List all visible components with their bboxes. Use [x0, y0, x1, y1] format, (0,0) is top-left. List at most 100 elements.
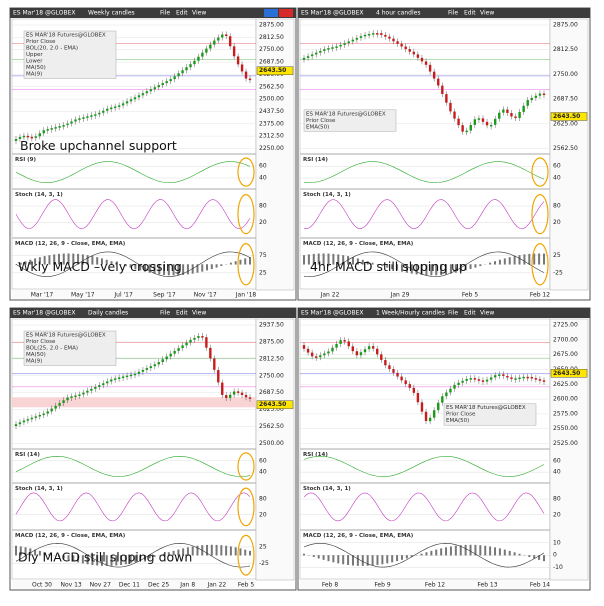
candle — [538, 379, 542, 381]
candle — [113, 106, 117, 109]
macd-histogram — [366, 555, 369, 566]
x-label: Feb 9 — [374, 582, 391, 589]
candle — [62, 125, 65, 127]
macd-label: MACD (12, 26, 9 - Close, EMA, EMA) — [15, 241, 126, 247]
price-tick: 2875.00 — [553, 22, 578, 29]
macd-histogram — [459, 545, 462, 556]
highlight-circle — [531, 194, 549, 235]
macd-histogram — [445, 547, 448, 556]
candle — [489, 124, 493, 127]
candle — [248, 78, 252, 81]
buy-button[interactable] — [264, 9, 278, 17]
candle — [70, 396, 73, 398]
pane — [11, 483, 257, 530]
macd-histogram — [498, 548, 501, 556]
candle — [302, 57, 306, 60]
menu: View — [192, 310, 206, 317]
x-label: Dec 25 — [148, 582, 169, 589]
timeframe: Weekly candles — [88, 10, 135, 17]
price-tick: 2575.00 — [553, 410, 578, 417]
candle — [78, 394, 81, 396]
macd-histogram — [220, 545, 223, 556]
macd-histogram — [148, 264, 151, 273]
candle — [18, 422, 22, 425]
candle — [453, 384, 456, 389]
macd-histogram — [239, 259, 242, 265]
candle — [498, 374, 501, 376]
candle — [408, 384, 411, 388]
candle — [141, 369, 145, 372]
macd-histogram — [239, 548, 242, 556]
rsi-line — [303, 161, 545, 184]
candle — [363, 349, 367, 353]
rsi-tick: 40 — [553, 469, 561, 476]
stoch-tick: 20 — [553, 511, 561, 518]
price-tick: 2675.00 — [553, 351, 578, 358]
pane — [11, 530, 257, 580]
candle — [310, 352, 314, 357]
macd-histogram — [67, 555, 70, 560]
candle — [14, 424, 18, 427]
price-tick: 2562.50 — [259, 83, 284, 90]
macd-histogram — [342, 555, 345, 565]
macd-histogram — [322, 253, 325, 265]
macd-histogram — [415, 264, 418, 275]
last-price-box — [550, 112, 588, 121]
macd-histogram — [167, 264, 170, 276]
macd-histogram — [182, 264, 185, 275]
macd-histogram — [100, 258, 103, 265]
candle — [534, 95, 538, 98]
macd-tick: 10 — [553, 539, 561, 546]
candle — [416, 392, 420, 403]
price-tick: 2687.50 — [553, 96, 578, 103]
rsi-tick: 40 — [259, 469, 267, 476]
rsi-line — [303, 456, 545, 477]
rsi-tick: 60 — [553, 163, 561, 170]
candle — [185, 342, 188, 346]
x-label: Sep '17 — [153, 292, 176, 299]
macd-histogram — [153, 264, 156, 274]
macd-histogram — [120, 555, 123, 565]
candle — [449, 102, 452, 112]
macd-histogram — [62, 555, 65, 559]
candle — [46, 411, 49, 414]
macd-histogram — [332, 253, 335, 265]
x-label: Feb 5 — [238, 582, 255, 589]
last-price-box — [550, 369, 588, 378]
macd-histogram — [177, 549, 180, 556]
candle — [530, 97, 533, 101]
candle — [157, 85, 160, 88]
stoch-label: Stoch (14, 3, 1) — [303, 192, 351, 198]
macd-histogram — [543, 253, 545, 265]
candle — [522, 105, 525, 112]
macd-histogram — [400, 555, 403, 560]
candle — [347, 41, 350, 44]
macd-histogram — [420, 553, 423, 556]
candle — [209, 44, 212, 49]
candle — [506, 109, 509, 113]
candle — [149, 366, 153, 369]
candle — [153, 87, 157, 90]
macd-histogram — [225, 545, 228, 556]
legend-entry: Prior Close — [446, 412, 476, 418]
price-tick: 2525.00 — [553, 440, 578, 447]
macd-tick: 25 — [259, 543, 267, 550]
candle — [302, 345, 306, 349]
macd-histogram — [234, 547, 237, 556]
candle — [469, 125, 472, 131]
sell-button[interactable] — [279, 9, 293, 17]
macd-histogram — [134, 555, 137, 563]
candle — [485, 121, 489, 126]
menu: Edit — [464, 10, 476, 17]
candle — [412, 387, 416, 393]
x-label: Nov 13 — [61, 582, 82, 589]
candle — [98, 112, 101, 115]
legend-box — [303, 109, 397, 132]
legend-entry: BOL(20, 2.0 - EMA) — [26, 46, 78, 52]
candle — [416, 54, 420, 58]
candle — [400, 376, 403, 381]
rsi-label: RSI (14) — [15, 452, 40, 458]
macd-histogram — [503, 258, 506, 265]
stoch-line — [303, 492, 545, 522]
macd-histogram — [86, 255, 89, 265]
